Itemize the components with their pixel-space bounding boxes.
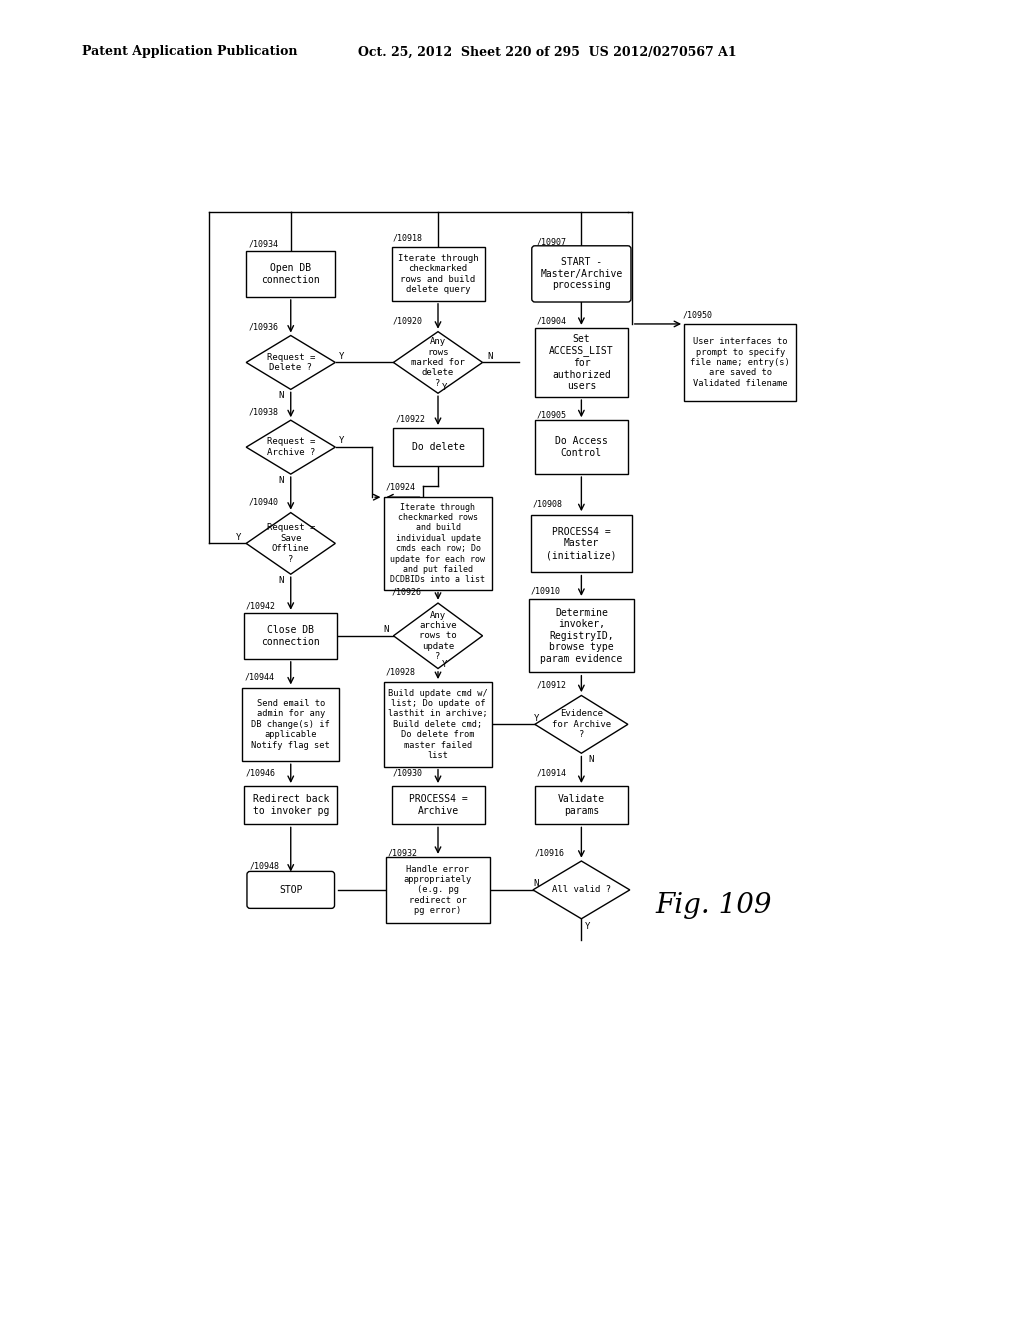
Text: Iterate through
checkmarked
rows and build
delete query: Iterate through checkmarked rows and bui… bbox=[397, 253, 478, 294]
Text: /10940: /10940 bbox=[248, 498, 279, 507]
Text: /10910: /10910 bbox=[531, 586, 561, 595]
Text: Do Access
Control: Do Access Control bbox=[555, 437, 608, 458]
Bar bbox=[246, 251, 335, 297]
Text: Oct. 25, 2012  Sheet 220 of 295  US 2012/0270567 A1: Oct. 25, 2012 Sheet 220 of 295 US 2012/0… bbox=[358, 45, 737, 58]
Text: /10946: /10946 bbox=[246, 770, 275, 777]
Text: Fig. 109: Fig. 109 bbox=[655, 892, 771, 919]
Polygon shape bbox=[246, 512, 335, 574]
Text: /10942: /10942 bbox=[246, 602, 275, 611]
Text: /10932: /10932 bbox=[388, 849, 418, 857]
Text: /10930: /10930 bbox=[393, 770, 423, 777]
Text: /10920: /10920 bbox=[393, 317, 423, 326]
Text: Y: Y bbox=[237, 533, 242, 541]
Text: Open DB
connection: Open DB connection bbox=[261, 263, 321, 285]
Text: N: N bbox=[588, 755, 593, 763]
Polygon shape bbox=[393, 603, 482, 668]
Text: /10948: /10948 bbox=[250, 862, 280, 870]
Text: /10922: /10922 bbox=[395, 414, 425, 424]
Text: /10934: /10934 bbox=[248, 240, 279, 249]
Bar bbox=[391, 785, 484, 825]
Text: /10907: /10907 bbox=[537, 238, 566, 247]
Text: /10914: /10914 bbox=[537, 770, 566, 777]
Text: Y: Y bbox=[441, 383, 446, 392]
Text: Validate
params: Validate params bbox=[558, 795, 605, 816]
Text: Build update cmd w/
list; Do update of
lasthit in archive;
Build delete cmd;
Do : Build update cmd w/ list; Do update of l… bbox=[388, 689, 487, 760]
FancyBboxPatch shape bbox=[531, 246, 631, 302]
Text: N: N bbox=[279, 576, 284, 585]
Text: Y: Y bbox=[585, 921, 590, 931]
Text: /10905: /10905 bbox=[537, 411, 566, 420]
Text: STOP: STOP bbox=[279, 884, 302, 895]
Text: Y: Y bbox=[534, 714, 539, 722]
Bar bbox=[245, 785, 337, 825]
Text: Any
rows
marked for
delete
?: Any rows marked for delete ? bbox=[411, 337, 465, 388]
Text: Send email to
admin for any
DB change(s) if
applicable
Notify flag set: Send email to admin for any DB change(s)… bbox=[251, 700, 330, 750]
Text: /10924: /10924 bbox=[385, 483, 416, 491]
Bar bbox=[531, 515, 632, 573]
Text: /10936: /10936 bbox=[248, 322, 279, 331]
Text: Evidence
for Archive
?: Evidence for Archive ? bbox=[552, 709, 611, 739]
Text: Close DB
connection: Close DB connection bbox=[261, 624, 321, 647]
Text: Set
ACCESS_LIST
for
authorized
users: Set ACCESS_LIST for authorized users bbox=[549, 334, 613, 391]
Text: /10926: /10926 bbox=[391, 587, 422, 597]
Text: /10928: /10928 bbox=[385, 668, 416, 676]
Text: N: N bbox=[383, 626, 389, 634]
Polygon shape bbox=[535, 696, 628, 754]
Text: N: N bbox=[487, 352, 493, 360]
Text: /10944: /10944 bbox=[245, 673, 274, 681]
Bar bbox=[529, 599, 634, 672]
Bar bbox=[535, 327, 628, 397]
Text: Iterate through
checkmarked rows
and build
individual update
cmds each row; Do
u: Iterate through checkmarked rows and bui… bbox=[390, 503, 485, 585]
Bar bbox=[535, 420, 628, 474]
Bar bbox=[386, 857, 490, 923]
Text: Determine
invoker,
RegistryID,
browse type
param evidence: Determine invoker, RegistryID, browse ty… bbox=[541, 607, 623, 664]
Text: /10912: /10912 bbox=[537, 680, 566, 689]
Text: Request =
Save
Offline
?: Request = Save Offline ? bbox=[266, 523, 315, 564]
Bar bbox=[243, 688, 339, 760]
Text: Request =
Archive ?: Request = Archive ? bbox=[266, 437, 315, 457]
Text: Redirect back
to invoker pg: Redirect back to invoker pg bbox=[253, 795, 329, 816]
FancyBboxPatch shape bbox=[247, 871, 335, 908]
Bar bbox=[684, 323, 797, 401]
Text: PROCESS4 =
Archive: PROCESS4 = Archive bbox=[409, 795, 467, 816]
Text: /10938: /10938 bbox=[248, 407, 279, 416]
Text: Y: Y bbox=[339, 437, 344, 445]
Text: Request =
Delete ?: Request = Delete ? bbox=[266, 352, 315, 372]
Text: START -
Master/Archive
processing: START - Master/Archive processing bbox=[541, 257, 623, 290]
Bar bbox=[384, 498, 493, 590]
Polygon shape bbox=[246, 335, 335, 389]
Text: Y: Y bbox=[339, 352, 344, 360]
Text: PROCESS4 =
Master
(initialize): PROCESS4 = Master (initialize) bbox=[546, 527, 616, 560]
Text: /10908: /10908 bbox=[532, 499, 562, 508]
Text: N: N bbox=[534, 879, 539, 888]
Polygon shape bbox=[393, 331, 482, 393]
Text: N: N bbox=[279, 475, 284, 484]
Text: All valid ?: All valid ? bbox=[552, 886, 611, 895]
Text: /10950: /10950 bbox=[682, 310, 712, 319]
Polygon shape bbox=[532, 861, 630, 919]
Text: Handle error
appropriately
(e.g. pg
redirect or
pg error): Handle error appropriately (e.g. pg redi… bbox=[403, 865, 472, 915]
Text: /10916: /10916 bbox=[535, 849, 565, 857]
Polygon shape bbox=[246, 420, 335, 474]
Text: /10904: /10904 bbox=[537, 317, 566, 326]
Bar bbox=[245, 612, 337, 659]
Text: Do delete: Do delete bbox=[412, 442, 465, 453]
Text: Any
archive
rows to
update
?: Any archive rows to update ? bbox=[419, 611, 457, 661]
Bar bbox=[393, 428, 482, 466]
Text: Patent Application Publication: Patent Application Publication bbox=[82, 45, 297, 58]
Text: Y: Y bbox=[441, 660, 446, 669]
Bar bbox=[384, 682, 493, 767]
Text: N: N bbox=[279, 391, 284, 400]
Bar bbox=[391, 247, 484, 301]
Bar bbox=[535, 785, 628, 825]
Text: User interfaces to
prompt to specify
file name; entry(s)
are saved to
Validated : User interfaces to prompt to specify fil… bbox=[690, 337, 791, 388]
Text: /10918: /10918 bbox=[393, 234, 423, 243]
